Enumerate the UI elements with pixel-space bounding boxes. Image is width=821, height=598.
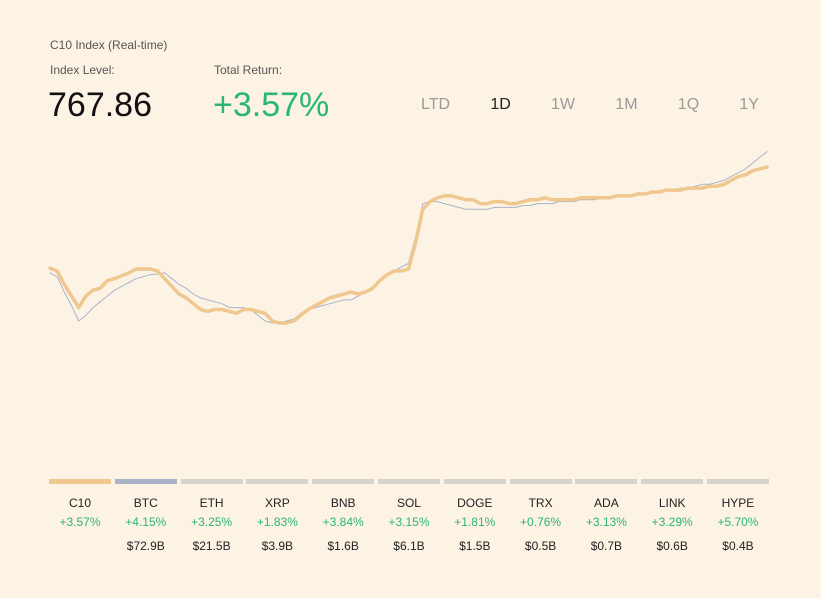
tab-name: HYPE: [721, 496, 755, 510]
tab-sol[interactable]: SOL +3.15% $6.1B: [377, 479, 440, 554]
tab-change: +1.81%: [454, 515, 496, 529]
tab-change: +3.25%: [191, 515, 233, 529]
tab-name: BTC: [133, 496, 158, 510]
tab-bar: [246, 479, 309, 484]
tab-change: +3.57%: [59, 515, 101, 529]
btc-series-line: [49, 151, 768, 324]
tab-bnb[interactable]: BNB +3.84% $1.6B: [312, 479, 375, 554]
tab-bar: [312, 479, 375, 484]
tab-change: +3.29%: [651, 515, 693, 529]
period-1d[interactable]: 1D: [490, 96, 511, 113]
tab-name: SOL: [396, 496, 421, 510]
total-return-value: +3.57%: [213, 86, 330, 124]
tab-name: BNB: [330, 496, 356, 510]
tab-bar: [377, 479, 440, 484]
line-chart: [48, 151, 769, 325]
period-1q[interactable]: 1Q: [677, 96, 700, 113]
asset-tabs: C10 +3.57% BTC +4.15% $72.9B ETH +3.25% …: [49, 479, 769, 554]
tab-hype[interactable]: HYPE +5.70% $0.4B: [706, 479, 769, 554]
tab-bar: [641, 479, 704, 484]
tab-bar: [180, 479, 243, 484]
index-level-label: Index Level:: [50, 63, 115, 77]
tab-cap: $0.5B: [524, 539, 557, 553]
c10-series-line: [48, 165, 769, 325]
tab-cap: $21.5B: [192, 539, 231, 553]
tab-bar: [575, 479, 638, 484]
tab-cap: $3.9B: [261, 539, 294, 553]
tab-cap: $0.4B: [722, 539, 754, 553]
tab-cap: $1.5B: [459, 539, 491, 553]
tab-name: C10: [68, 496, 91, 510]
tab-c10[interactable]: C10 +3.57%: [49, 479, 111, 554]
period-selector: LTD 1D 1W 1M 1Q 1Y: [415, 94, 765, 116]
tab-change: +5.70%: [717, 515, 759, 529]
tab-name: ETH: [199, 496, 224, 510]
tab-cap: [49, 538, 111, 554]
period-1w[interactable]: 1W: [551, 96, 576, 113]
tab-change: +0.76%: [520, 515, 562, 529]
tab-change: +3.84%: [322, 515, 364, 529]
tab-name: XRP: [265, 496, 290, 510]
tab-trx[interactable]: TRX +0.76% $0.5B: [509, 479, 572, 554]
period-1m[interactable]: 1M: [615, 96, 638, 113]
tab-cap: $72.9B: [126, 539, 165, 553]
tab-bar: [706, 479, 769, 484]
tab-change: +3.15%: [388, 515, 430, 529]
tab-name: ADA: [594, 496, 619, 510]
tab-cap: $6.1B: [393, 539, 425, 553]
tab-bar-btc: [114, 479, 177, 484]
tab-cap: $0.7B: [590, 539, 623, 553]
tab-name: LINK: [658, 496, 686, 510]
tab-cap: $1.6B: [327, 539, 359, 553]
tab-link[interactable]: LINK +3.29% $0.6B: [641, 479, 704, 554]
tab-bar-c10: [49, 479, 111, 484]
period-ltd[interactable]: LTD: [421, 96, 451, 113]
tab-bar: [509, 479, 572, 484]
tab-bar: [443, 479, 506, 484]
index-title: C10 Index (Real-time): [50, 38, 168, 52]
period-1y[interactable]: 1Y: [739, 96, 759, 113]
total-return-label: Total Return:: [214, 63, 283, 77]
tab-change: +3.13%: [585, 515, 627, 529]
tab-name: DOGE: [457, 496, 493, 510]
tab-name: TRX: [528, 496, 553, 510]
index-level-value: 767.86: [48, 86, 152, 124]
tab-ada[interactable]: ADA +3.13% $0.7B: [575, 479, 638, 554]
tab-eth[interactable]: ETH +3.25% $21.5B: [180, 479, 243, 554]
tab-xrp[interactable]: XRP +1.83% $3.9B: [246, 479, 309, 554]
tab-cap: $0.6B: [656, 539, 688, 553]
tab-btc[interactable]: BTC +4.15% $72.9B: [114, 479, 177, 554]
tab-doge[interactable]: DOGE +1.81% $1.5B: [443, 479, 506, 554]
tab-change: +4.15%: [125, 515, 167, 529]
tab-change: +1.83%: [256, 515, 298, 529]
